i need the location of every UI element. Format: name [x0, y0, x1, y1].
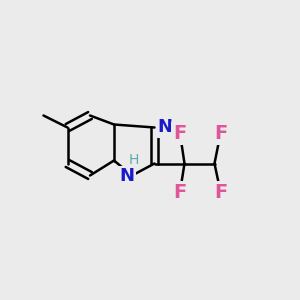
- Text: F: F: [173, 182, 187, 202]
- Text: H: H: [129, 152, 139, 167]
- Text: F: F: [173, 124, 187, 143]
- Text: F: F: [214, 182, 227, 202]
- Text: F: F: [214, 124, 227, 143]
- Text: N: N: [119, 167, 134, 185]
- Text: N: N: [158, 118, 172, 136]
